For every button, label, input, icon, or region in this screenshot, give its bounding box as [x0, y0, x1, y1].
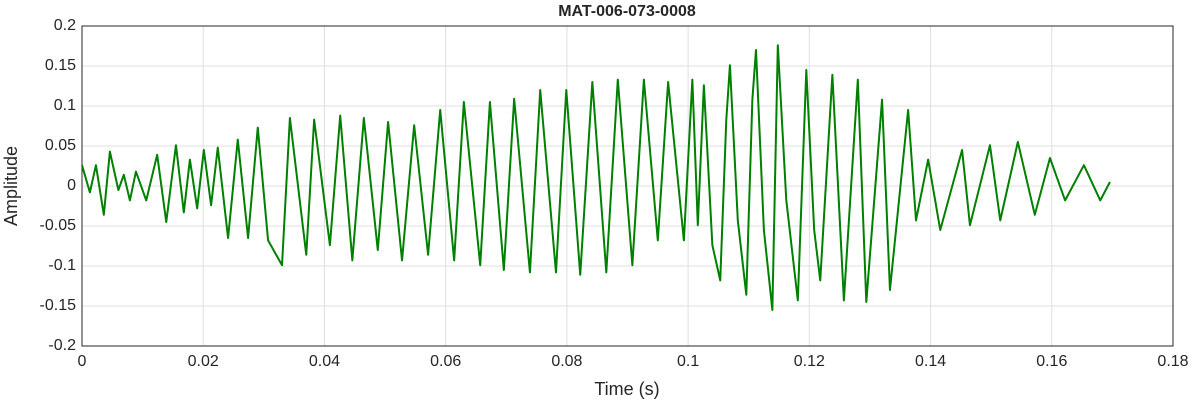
y-tick-label: 0 [67, 177, 76, 194]
x-tick-label: 0.14 [915, 353, 946, 370]
chart-title: MAT-006-073-0008 [558, 3, 696, 20]
x-tick-label: 0.02 [188, 353, 219, 370]
y-axis-label: Amplitude [1, 146, 21, 226]
x-tick-label: 0.06 [430, 353, 461, 370]
x-tick-label: 0.16 [1036, 353, 1067, 370]
y-tick-label: -0.05 [40, 217, 77, 234]
data-line [81, 44, 1111, 311]
x-tick-label: 0.08 [551, 353, 582, 370]
y-tick-label: -0.1 [48, 257, 76, 274]
x-tick-label: 0 [78, 353, 87, 370]
x-axis-label: Time (s) [594, 379, 659, 399]
x-tick-label: 0.18 [1157, 353, 1188, 370]
plot-frame [81, 25, 1174, 347]
y-tick-label: 0.15 [45, 57, 76, 74]
y-tick-label: 0.1 [54, 97, 76, 114]
y-tick-label: 0.2 [54, 17, 76, 34]
x-tick-label: 0.1 [677, 353, 699, 370]
y-tick-label: -0.2 [48, 337, 76, 354]
y-tick-label: 0.05 [45, 137, 76, 154]
y-tick-label: -0.15 [40, 297, 77, 314]
x-tick-label: 0.12 [794, 353, 825, 370]
x-tick-label: 0.04 [309, 353, 340, 370]
